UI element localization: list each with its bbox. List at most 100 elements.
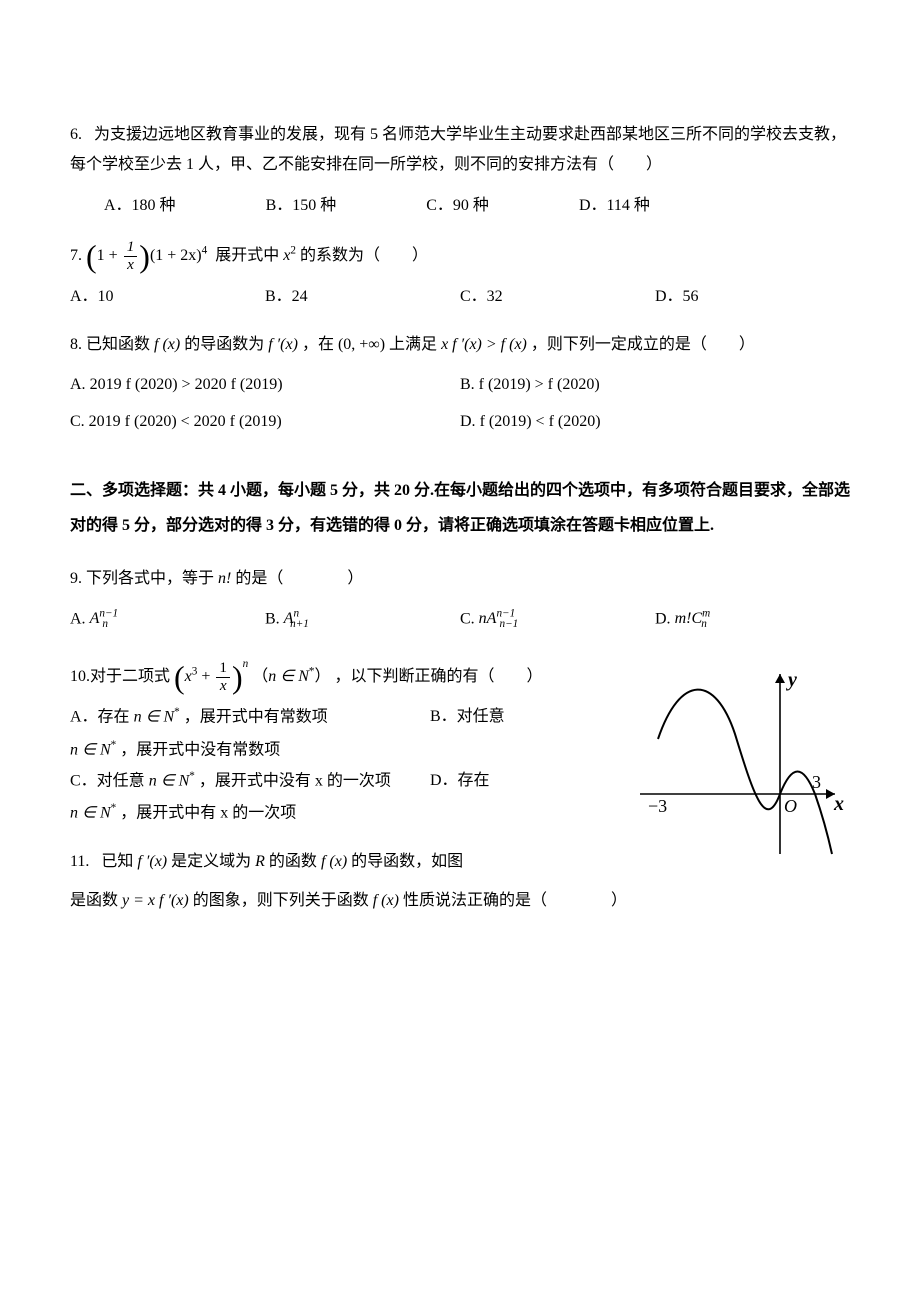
q8-options: A. 2019 f (2020) > 2020 f (2019) B. f (2… <box>70 370 850 443</box>
q8-fx: f (x) <box>154 336 180 353</box>
q10-opt-c: C．对任意 n ∈ N* ，展开式中没有 x 的一次项 <box>70 766 430 797</box>
q9-d-sym: m!Cmn <box>675 610 707 627</box>
q9-c-base: A <box>487 610 497 627</box>
q7-opt-a: A．10 <box>70 282 265 312</box>
q8-d: f (2019) < f (2020) <box>480 413 601 430</box>
q10-t1: 对于二项式 <box>90 668 170 685</box>
q11-stem-l2: 是函数 y = x f ′(x) 的图象，则下列关于函数 f (x) 性质说法正… <box>70 886 850 916</box>
left-paren-icon: ( <box>86 242 97 271</box>
q8-int: (0, +∞) <box>338 336 385 353</box>
q10-a-dom: n ∈ N <box>134 709 175 726</box>
q6-opt-c: C．90 种 <box>426 191 489 221</box>
q7-tail: 的系数为（ ） <box>300 247 428 264</box>
q11-t1: 已知 <box>101 853 133 870</box>
left-paren2-icon: ( <box>174 663 185 692</box>
q10-dom: n ∈ N <box>268 668 309 685</box>
right-paren2-icon: ) <box>232 663 243 692</box>
q10-opt-d: D．存在 <box>430 766 490 797</box>
q9-stem: 9. 下列各式中，等于 n! 的是（ ） <box>70 564 850 594</box>
q7-frac: 1 x <box>124 239 138 273</box>
q7-suffix-base: (1 + 2x) <box>150 247 202 264</box>
q10-b-dom: n ∈ N <box>70 741 111 758</box>
q10-a-tail: ，展开式中有常数项 <box>184 709 328 726</box>
q10-fnum: 1 <box>216 660 230 678</box>
origin-label: O <box>784 796 797 816</box>
q9-nfact: n! <box>218 570 231 587</box>
q10-outerpow: n <box>243 658 249 670</box>
q7-varpow: 2 <box>290 245 296 257</box>
q9-b-sym: Ann+1 <box>284 610 309 627</box>
q9-a-base: A <box>90 610 100 627</box>
q9-t2: 的是（ ） <box>235 570 363 587</box>
q10-d-line2: n ∈ N* ，展开式中有 x 的一次项 <box>70 798 610 829</box>
q9-opt-a: A. An−1n <box>70 604 265 636</box>
q8-a-pre: A. <box>70 376 86 393</box>
q9-number: 9. <box>70 570 82 587</box>
q10-d-star: * <box>111 802 117 814</box>
q8-c: 2019 f (2020) < 2020 f (2019) <box>89 413 282 430</box>
q6-opt-d: D．114 种 <box>579 191 650 221</box>
q9-b-sub: n+1 <box>290 618 309 630</box>
q9-t1: 下列各式中，等于 <box>86 570 214 587</box>
q10-d-dom: n ∈ N <box>70 805 111 822</box>
q6-opt-b: B．150 种 <box>266 191 337 221</box>
q7-frac-den: x <box>124 257 138 274</box>
q9-d-prefix: m! <box>675 610 692 627</box>
q7-stem: 7. (1 + 1 x )(1 + 2x)4 展开式中 x2 的系数为（ ） <box>70 239 850 273</box>
q10-b-tail: ，展开式中没有常数项 <box>120 741 280 758</box>
q9-c-n: n <box>479 610 487 627</box>
q9-c-sym: nAn−1n−1 <box>479 610 519 627</box>
q10-c-pre: C．对任意 <box>70 772 145 789</box>
q11-fx: f (x) <box>321 853 347 870</box>
q6-options: A．180 种 B．150 种 C．90 种 D．114 种 <box>70 191 850 221</box>
right-paren-icon: ) <box>139 242 150 271</box>
q10-options: A．存在 n ∈ N* ，展开式中有常数项 B．对任意 n ∈ N* ，展开式中… <box>70 702 610 829</box>
q8-t4: 上满足 <box>389 336 437 353</box>
q11-fpx: f ′(x) <box>137 853 167 870</box>
q8-t1: 已知函数 <box>86 336 150 353</box>
q11-t5: 是函数 <box>70 892 118 909</box>
question-10: 10.对于二项式 (x3 + 1 x )n （n ∈ N*） ，以下判断正确的有… <box>70 654 850 829</box>
question-9: 9. 下列各式中，等于 n! 的是（ ） A. An−1n B. Ann+1 C… <box>70 564 850 636</box>
q7-pow: 4 <box>202 245 208 257</box>
q8-opt-c: C. 2019 f (2020) < 2020 f (2019) <box>70 407 460 437</box>
q10-b-star: * <box>111 739 117 751</box>
q11-t3: 的函数 <box>269 853 317 870</box>
q10-d-tail: ，展开式中有 x 的一次项 <box>120 805 296 822</box>
q11-t7: 性质说法正确的是（ ） <box>403 892 627 909</box>
question-11: 11. 已知 f ′(x) 是定义域为 R 的函数 f (x) 的导函数，如图 … <box>70 847 850 916</box>
question-6: 6. 为支援边远地区教育事业的发展，现有 5 名师范大学毕业生主动要求赴西部某地… <box>70 120 850 221</box>
q10-opt-b: B．对任意 <box>430 702 505 733</box>
q8-opt-d: D. f (2019) < f (2020) <box>460 407 850 437</box>
q8-number: 8. <box>70 336 82 353</box>
q11-t4: 的导函数，如图 <box>351 853 463 870</box>
q10-frac: 1 x <box>216 660 230 694</box>
q8-c-pre: C. <box>70 413 85 430</box>
q6-stem: 6. 为支援边远地区教育事业的发展，现有 5 名师范大学毕业生主动要求赴西部某地… <box>70 120 850 181</box>
q10-xbase: x <box>185 668 192 685</box>
q9-a-sub: n <box>102 618 108 630</box>
q9-a-sym: An−1n <box>90 610 108 627</box>
q10-opt-a: A．存在 n ∈ N* ，展开式中有常数项 <box>70 702 430 733</box>
q10-row-cd: C．对任意 n ∈ N* ，展开式中没有 x 的一次项 D．存在 <box>70 766 610 797</box>
q7-mid: 展开式中 <box>215 247 279 264</box>
q8-stem: 8. 已知函数 f (x) 的导函数为 f ′(x) ，在 (0, +∞) 上满… <box>70 330 850 360</box>
q10-c-star: * <box>189 770 195 782</box>
question-8: 8. 已知函数 f (x) 的导函数为 f ′(x) ，在 (0, +∞) 上满… <box>70 330 850 443</box>
q11-t6: 的图象，则下列关于函数 <box>193 892 369 909</box>
section-2-title: 二、多项选择题：共 4 小题，每小题 5 分，共 20 分.在每小题给出的四个选… <box>70 473 850 543</box>
q7-expr-prefix: 1 + <box>97 247 118 264</box>
q7-options: A．10 B．24 C．32 D．56 <box>70 282 850 312</box>
q10-d-pre: D．存在 <box>430 772 490 789</box>
q9-d-pre: D. <box>655 610 671 627</box>
q7-frac-num: 1 <box>124 239 138 257</box>
q10-b-line2: n ∈ N* ，展开式中没有常数项 <box>70 735 610 766</box>
q9-opt-d: D. m!Cmn <box>655 604 850 636</box>
q7-opt-c: C．32 <box>460 282 655 312</box>
q8-a: 2019 f (2020) > 2020 f (2019) <box>90 376 283 393</box>
q11-stem-l1: 11. 已知 f ′(x) 是定义域为 R 的函数 f (x) 的导函数，如图 <box>70 847 850 877</box>
q11-number: 11. <box>70 853 89 870</box>
question-7: 7. (1 + 1 x )(1 + 2x)4 展开式中 x2 的系数为（ ） A… <box>70 239 850 312</box>
q10-b-pre: B．对任意 <box>430 708 505 725</box>
q10-row-ab: A．存在 n ∈ N* ，展开式中有常数项 B．对任意 <box>70 702 610 733</box>
